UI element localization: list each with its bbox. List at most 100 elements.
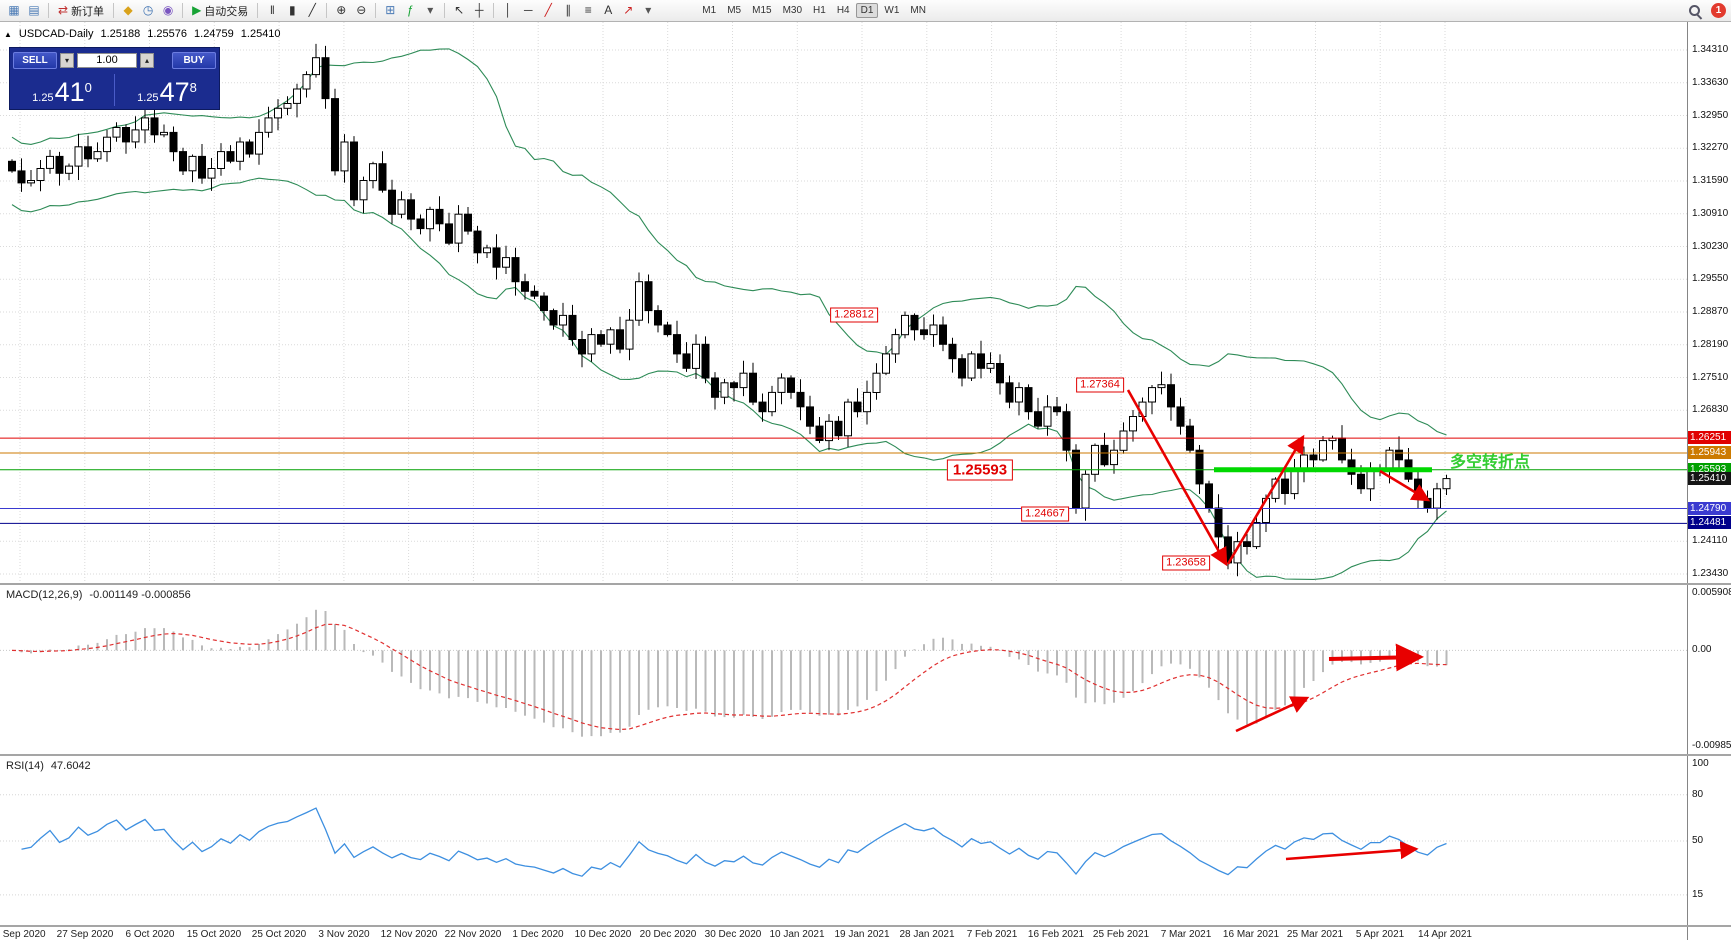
chart-profiles-icon[interactable]: ▤ [25, 2, 43, 19]
history-center-icon[interactable]: ◷ [139, 2, 157, 19]
rsi-pane-canvas[interactable] [0, 756, 1687, 925]
macd-axis-label: 0.00 [1692, 644, 1712, 656]
indicators-dropdown-icon[interactable]: ▾ [421, 2, 439, 19]
macd-values: -0.001149 -0.000856 [89, 589, 191, 601]
chart-low-value: 1.24759 [194, 28, 234, 40]
date-axis-label: 25 Oct 2020 [251, 929, 307, 940]
metaeditor-icon[interactable]: ◆ [119, 2, 137, 19]
cursor-icon[interactable]: ↖ [450, 2, 468, 19]
volume-increase-button[interactable]: ▴ [140, 52, 154, 68]
rsi-indicator-label: RSI(14) 47.6042 [6, 760, 91, 772]
crosshair-icon[interactable]: ┼ [470, 2, 488, 19]
main-macd-pane-separator[interactable] [0, 583, 1731, 585]
timeframe-m1[interactable]: M1 [702, 5, 717, 16]
buy-price[interactable]: 1.25 47 8 [115, 70, 219, 110]
date-axis-label: 22 Nov 2020 [444, 929, 502, 940]
tile-windows-icon: ⊞ [385, 3, 396, 17]
bar-chart-icon[interactable]: ‖ [263, 2, 281, 19]
horizontal-line-icon[interactable]: ─ [519, 2, 537, 19]
price-annotation: 1.23658 [1162, 555, 1210, 571]
arrows-icon: ↗ [623, 3, 634, 17]
price-axis-label: 1.23430 [1692, 568, 1729, 579]
objects-dropdown-icon[interactable]: ▾ [639, 2, 657, 19]
equidistant-channel-icon: ∥ [565, 3, 572, 17]
price-axis-label: 1.30910 [1692, 207, 1729, 219]
macd-rsi-pane-separator[interactable] [0, 754, 1731, 756]
tile-windows-icon[interactable]: ⊞ [381, 2, 399, 19]
rsi-dateaxis-separator[interactable] [0, 925, 1731, 927]
price-axis-label: 1.30230 [1692, 240, 1729, 252]
macd-pane-canvas[interactable] [0, 585, 1687, 754]
new-chart-icon[interactable]: ▦ [5, 2, 23, 19]
timeframe-mn[interactable]: MN [910, 5, 926, 16]
history-center-icon: ◷ [142, 3, 154, 17]
candlestick-chart-icon: ▮ [288, 3, 296, 17]
toolbar-separator [182, 3, 184, 18]
text-label-icon[interactable]: A [599, 2, 617, 19]
cursor-icon: ↖ [454, 3, 465, 17]
new-order-button-label: 新订单 [71, 5, 105, 18]
date-axis-label: 3 Nov 2020 [318, 929, 370, 940]
buy-price-sup: 8 [189, 80, 197, 95]
candlestick-chart-icon[interactable]: ▮ [283, 2, 301, 19]
trendline-icon[interactable]: ╱ [539, 2, 557, 19]
main-chart-canvas[interactable] [0, 22, 1687, 583]
trend-arrow [1285, 841, 1419, 861]
zoom-in-icon[interactable]: ⊕ [332, 2, 350, 19]
toolbar-separator [113, 3, 115, 18]
volume-input[interactable] [77, 52, 137, 68]
timeframe-m5[interactable]: M5 [727, 5, 742, 16]
chart-window: ▲ USDCAD-Daily 1.25188 1.25576 1.24759 1… [0, 22, 1731, 940]
timeframe-h4[interactable]: H4 [836, 5, 850, 16]
new-chart-icon: ▦ [8, 3, 20, 17]
sell-price[interactable]: 1.25 41 0 [10, 70, 114, 110]
zoom-out-icon[interactable]: ⊖ [352, 2, 370, 19]
timeframe-m15[interactable]: M15 [752, 5, 772, 16]
line-chart-icon[interactable]: ╱ [303, 2, 321, 19]
new-order-button[interactable]: ⇄ 新订单 [54, 2, 108, 20]
bollinger-lower-band [11, 177, 1447, 580]
volume-decrease-button[interactable]: ▾ [60, 52, 74, 68]
price-annotation: 1.27364 [1076, 377, 1124, 393]
date-axis-label: 19 Jan 2021 [834, 929, 890, 940]
main-toolbar: ▦ ▤ ⇄ 新订单 ◆ ◷ ◉ ▶ 自动交易 ‖ ▮ ╱ ⊕ ⊖ ⊞ ƒ ▾ ↖ ┼ │ ─ ╱ ∥ ≡ A ↗ ▾ M1 M5 M15 M… [0, 0, 1731, 22]
zoom-out-icon: ⊖ [356, 3, 367, 17]
quote-panel-toggle-icon[interactable]: ▲ [4, 29, 12, 39]
buy-button[interactable]: BUY [172, 51, 216, 69]
price-axis-label: 1.33630 [1692, 76, 1729, 88]
date-axis-label: 27 Sep 2020 [56, 929, 114, 940]
price-tag: 1.24481 [1688, 516, 1731, 530]
rsi-axis-label: 50 [1692, 835, 1704, 846]
price-axis-label: 1.32270 [1692, 142, 1729, 154]
indicators-icon[interactable]: ƒ [401, 2, 419, 19]
vertical-line-icon: │ [504, 3, 513, 17]
search-icon[interactable] [1687, 3, 1703, 19]
vertical-line-icon[interactable]: │ [499, 2, 517, 19]
horizontal-price-lines[interactable] [0, 437, 1687, 524]
timeframe-m30[interactable]: M30 [782, 5, 803, 16]
navigator-icon: ◉ [162, 3, 174, 17]
macd-signal-line [11, 623, 1447, 731]
arrows-icon[interactable]: ↗ [619, 2, 637, 19]
price-axis-label: 1.26830 [1692, 404, 1729, 416]
macd-name: MACD(12,26,9) [6, 589, 83, 601]
date-axis-label: 7 Mar 2021 [1160, 929, 1212, 940]
auto-trading-button[interactable]: ▶ 自动交易 [188, 2, 252, 20]
zoom-in-icon: ⊕ [336, 3, 347, 17]
fibonacci-icon[interactable]: ≡ [579, 2, 597, 19]
price-annotation: 1.28812 [830, 307, 878, 323]
equidistant-channel-icon[interactable]: ∥ [559, 2, 577, 19]
trendline-icon: ╱ [544, 3, 552, 17]
bollinger-upper-band [11, 48, 1447, 436]
timeframe-w1[interactable]: W1 [884, 5, 900, 16]
notification-badge[interactable]: 1 [1711, 3, 1726, 18]
date-axis-label: 14 Apr 2021 [1418, 929, 1472, 940]
navigator-icon[interactable]: ◉ [159, 2, 177, 19]
date-axis-label: 7 Feb 2021 [966, 929, 1018, 940]
sell-button[interactable]: SELL [13, 51, 57, 69]
rsi-line [21, 807, 1447, 877]
sell-price-sup: 0 [84, 80, 92, 95]
timeframe-h1[interactable]: H1 [813, 5, 826, 16]
timeframe-d1[interactable]: D1 [855, 3, 879, 18]
